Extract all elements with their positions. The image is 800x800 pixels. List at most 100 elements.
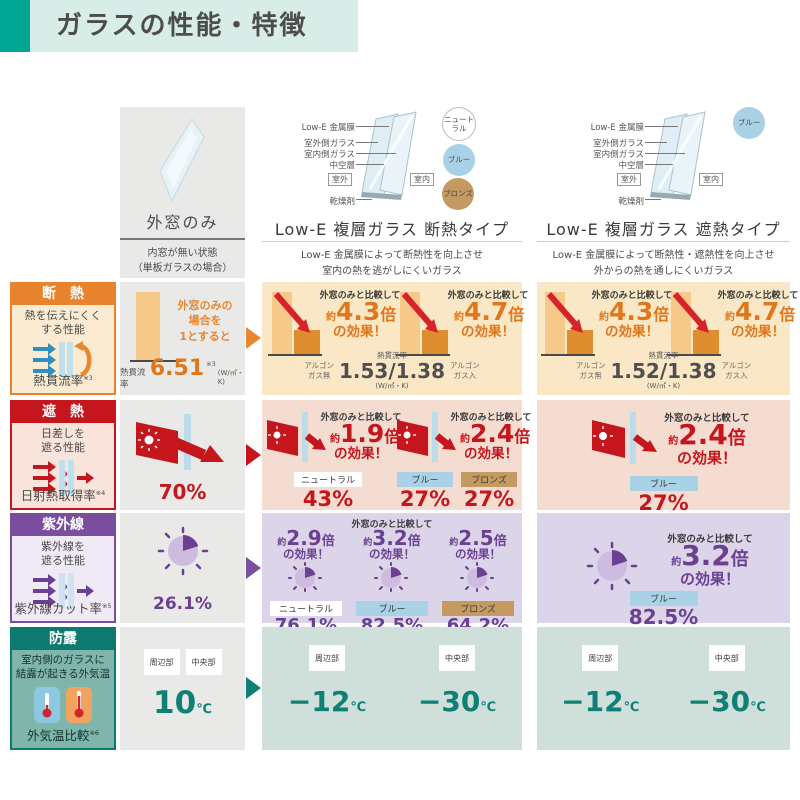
label-desiccant: 乾燥剤 <box>329 197 355 207</box>
cell-condensation-outer: 周辺部 中央部 10℃ <box>120 627 245 750</box>
flow-arrow-icon <box>246 557 261 579</box>
compare-note: 外窓のみと比較して <box>351 520 433 530</box>
u-value-detail: アルゴン ガス無 熱貫流率 1.53/1.38 (W/㎡・K) アルゴン ガス入 <box>304 351 480 390</box>
label-inner-glass: 室内側ガラス <box>304 150 355 160</box>
sun-block-icon <box>12 459 114 497</box>
bar-decrease-arrow-icon <box>268 292 322 356</box>
cell-insulation-shielding-type: 外窓のみと比較して 約4.3倍 の効果！ 外窓のみと比較して 約4.7倍 の効果… <box>537 282 798 395</box>
uv-item-bronze: 約2.5倍 の効果！ ブロンズ 64.2% <box>436 528 520 637</box>
leader-line <box>645 164 673 165</box>
pct-value: 27% <box>399 487 451 511</box>
single-glass-icon <box>159 118 205 203</box>
shielding-type-title: Low-E 複層ガラス 遮熱タイプ <box>546 220 781 239</box>
label-outside: 室外 <box>617 173 641 186</box>
solar-gain-outer-value: 70% <box>158 480 207 504</box>
thermometer-icons <box>12 684 114 726</box>
badge-blue: ブルー <box>356 601 428 617</box>
metric-uv-cut: 紫外線カット率※5 <box>14 601 112 616</box>
row-label-insulation: 断 熱 熱を伝えにくく する性能 熱貫流率※3 <box>10 282 116 395</box>
glass-color-results: ブルー 27% ブロンズ 27% <box>394 468 520 511</box>
flow-arrow-icon <box>246 327 261 349</box>
uv-pie-sun-icon <box>460 562 494 593</box>
row-label-shielding: 遮 熱 日差しを 遮る性能 日射熱取得率※4 <box>10 400 116 510</box>
badge-center: 中央部 <box>185 649 222 675</box>
row-title-shielding: 遮 熱 <box>12 402 114 423</box>
row-title-condensation: 防露 <box>12 629 114 650</box>
cell-insulation-insulation-type: 外窓のみと比較して 約4.3倍 の効果！ 外窓のみと比較して 約4.7倍 の効果… <box>262 282 528 395</box>
column-header-insulation-type: Low-E 金属膜 室外側ガラス 室内側ガラス 中空層 室外 室内 乾燥剤 ニュ… <box>262 107 522 278</box>
temp-item-perimeter: 周辺部 −12℃ <box>537 645 664 718</box>
u-value-detail: アルゴン ガス無 熱貫流率 1.52/1.38 (W/㎡・K) アルゴン ガス入 <box>575 351 752 390</box>
leader-line <box>356 142 378 143</box>
glass-structure-diagram: Low-E 金属膜 室外側ガラス 室内側ガラス 中空層 室外 室内 乾燥剤 <box>270 109 440 211</box>
divider <box>120 238 245 240</box>
cell-insulation-outer: 外窓のみの 場合を 1とすると 熱貫流率 6.51 ※3 (W/㎡・K) <box>120 282 245 395</box>
badge-neutral: ニュートラル <box>270 601 342 617</box>
baseline-bar-icon <box>130 292 182 362</box>
cell-condensation-insulation-type: 周辺部 −12℃ 中央部 −30℃ <box>262 627 522 750</box>
label-inner-glass: 室内側ガラス <box>593 150 644 160</box>
row-desc-uv: 紫外線を 遮る性能 <box>41 540 85 568</box>
uv-pie-sun-icon <box>586 541 638 591</box>
badge-center: 中央部 <box>439 645 475 671</box>
bar-decrease-arrow-icon <box>667 292 721 356</box>
uv-block-icon <box>12 572 114 610</box>
bar-decrease-arrow-icon <box>541 292 595 356</box>
row-desc-condensation: 室内側のガラスに 結露が起きる外気温 <box>15 654 111 680</box>
uv-pie-sun-icon <box>374 562 408 593</box>
bar-decrease-arrow-icon <box>396 292 450 356</box>
flow-arrow-icon <box>246 677 261 699</box>
pct-value: 27% <box>463 487 515 511</box>
temp-item-center: 中央部 −30℃ <box>664 645 791 718</box>
color-chip-neutral: ニュートラル <box>442 107 476 141</box>
pct-value: 43% <box>302 487 354 511</box>
glass-color-result: ブルー 82.5% <box>537 587 790 629</box>
leader-line <box>645 126 678 127</box>
leader-line <box>645 153 685 154</box>
uv-pie-sun-icon <box>157 526 209 576</box>
leader-line <box>356 164 384 165</box>
row-title-insulation: 断 熱 <box>12 284 114 305</box>
leader-line <box>356 153 396 154</box>
page-title: ガラスの性能・特徴 <box>56 11 308 41</box>
column-header-shielding-type: Low-E 金属膜 室外側ガラス 室内側ガラス 中空層 室外 室内 乾燥剤 ブル… <box>537 107 790 278</box>
metric-heat-transmission: 熱貫流率※3 <box>33 373 93 388</box>
row-label-uv: 紫外線 紫外線を 遮る性能 紫外線カット率※5 <box>10 513 116 623</box>
color-chip-bronze: ブロンズ <box>442 178 474 210</box>
label-desiccant: 乾燥剤 <box>618 197 644 207</box>
label-lowe-film: Low-E 金属膜 <box>590 123 644 133</box>
heat-transfer-icon <box>12 340 114 379</box>
temp-outer-value: 10℃ <box>153 685 212 721</box>
glass-color-result: ニュートラル 43% <box>264 468 392 511</box>
cell-uv-insulation-type: 外窓のみと比較して 約2.9倍 の効果！ ニュートラル 76.1% 約3.2倍 <box>262 513 522 636</box>
insulation-type-title: Low-E 複層ガラス 断熱タイプ <box>274 220 510 239</box>
improvement-item: 外窓のみと比較して 約4.7倍 の効果！ <box>665 288 798 360</box>
improvement-item: 外窓のみと比較して 約4.3倍 の効果！ <box>539 288 672 360</box>
badge-center: 中央部 <box>708 645 745 671</box>
cell-shielding-insulation-type: 外窓のみと比較して 約1.9倍 の効果！ ニュートラル 43% <box>262 400 531 511</box>
leader-line <box>645 199 661 200</box>
u-value-outer: 熱貫流率 6.51 ※3 (W/㎡・K) <box>120 356 244 390</box>
sun-heat-arrow-icon <box>397 412 456 462</box>
baseline-note: 外窓のみの 場合を 1とすると <box>177 299 233 343</box>
improvement-item: 外窓のみと比較して 約1.9倍 の効果！ <box>264 410 401 466</box>
badge-blue: ブルー <box>397 472 453 487</box>
badge-perimeter: 周辺部 <box>309 645 345 671</box>
pct-value: 27% <box>638 491 689 515</box>
badge-blue: ブルー <box>629 476 698 491</box>
double-glazing-art <box>650 111 706 200</box>
shielding-type-description: Low-E 金属膜によって断熱性・遮熱性を向上させ 外からの熱を通しにくいガラス <box>537 241 790 279</box>
cell-uv-shielding-type: 外窓のみと比較して 約3.2倍 の効果！ ブルー 82.5% <box>537 513 790 629</box>
row-desc-insulation: 熱を伝えにくく する性能 <box>24 309 102 337</box>
accent-square <box>0 0 30 52</box>
metric-outdoor-temp: 外気温比較※6 <box>26 728 100 743</box>
color-chip-blue: ブルー <box>733 107 765 139</box>
row-label-condensation: 防露 室内側のガラスに 結露が起きる外気温 外気温比較※6 <box>10 627 116 750</box>
label-inside: 室内 <box>699 173 723 186</box>
uv-cut-outer-value: 26.1% <box>153 594 212 615</box>
badge-neutral: ニュートラル <box>294 472 362 487</box>
outer-window-title: 外窓のみ <box>146 213 219 232</box>
row-desc-shielding: 日差しを 遮る性能 <box>41 427 85 455</box>
double-glazing-art <box>361 111 417 200</box>
cell-uv-outer: 26.1% <box>120 513 245 623</box>
